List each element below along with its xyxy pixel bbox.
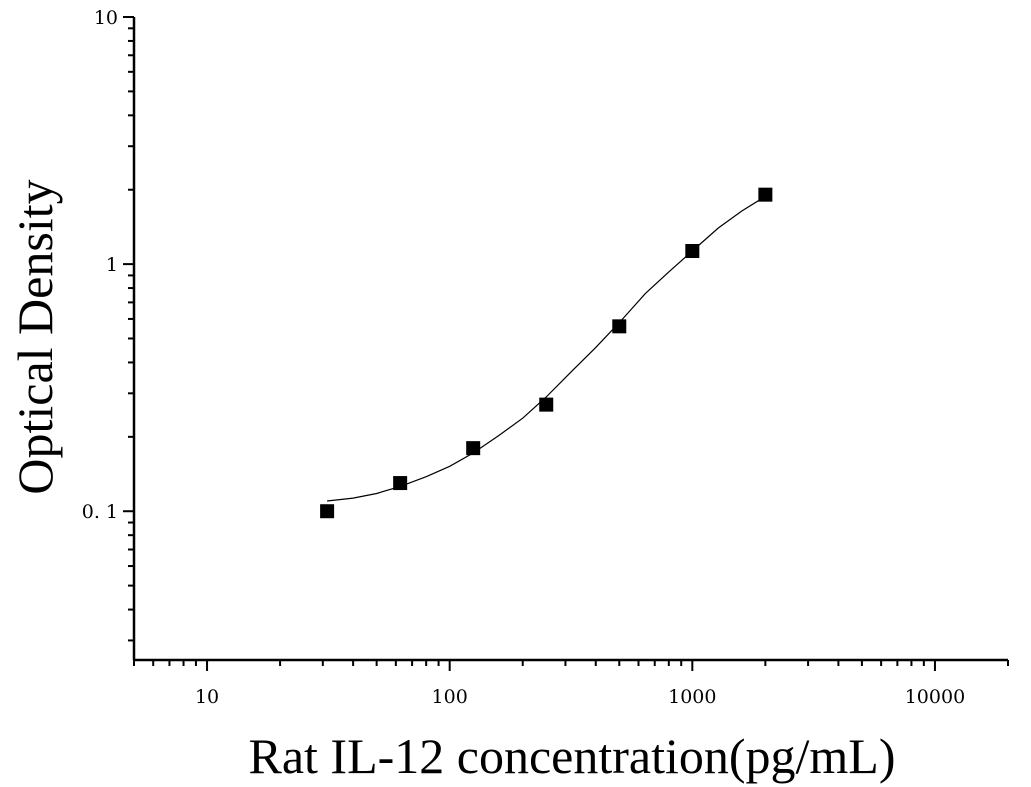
data-point (320, 504, 335, 519)
y-axis-title: Optical Density (7, 179, 63, 494)
y-ticks: 0. 1 1 10 (82, 7, 134, 642)
x-tick-label: 10 (195, 686, 219, 708)
y-tick-label: 10 (94, 7, 118, 29)
y-tick-label: 1 (106, 254, 118, 276)
x-ticks: 10 100 1000 10000 (133, 660, 1009, 708)
data-points (320, 187, 773, 519)
x-tick-label: 100 (432, 686, 468, 708)
data-point (539, 397, 554, 412)
data-point (393, 476, 408, 491)
data-point (612, 319, 627, 334)
y-tick-label: 0. 1 (82, 501, 118, 523)
data-point (466, 441, 481, 456)
data-point (685, 243, 700, 258)
x-tick-label: 10000 (905, 686, 965, 708)
data-point (758, 187, 773, 202)
x-tick-label: 1000 (668, 686, 716, 708)
x-axis-title: Rat IL-12 concentration(pg/mL) (249, 728, 896, 784)
